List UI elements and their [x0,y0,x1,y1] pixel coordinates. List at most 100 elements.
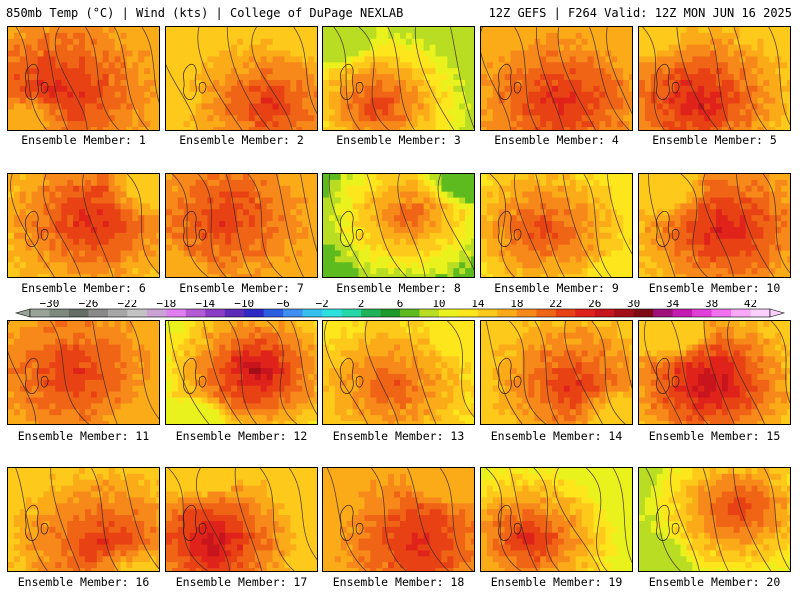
colorbar-tick-label: −18 [156,300,176,310]
colorbar-bin [107,309,128,317]
terrain-outline [340,357,364,395]
height-contours [643,321,790,424]
run-valid-time: 12Z GEFS | F264 Valid: 12Z MON JUN 16 20… [488,6,792,20]
height-contours [645,468,790,571]
temperature-field [166,468,317,571]
ensemble-member-label: Ensemble Member: 16 [17,575,150,589]
colorbar-bin [750,309,771,317]
colorbar-bin [438,309,459,317]
colorbar-bin [477,309,498,317]
terrain-outline [340,210,364,248]
colorbar-bin [419,309,440,317]
colorbar-bin [536,309,557,317]
temperature-field [481,468,632,571]
ensemble-member-10-map [638,173,791,278]
ensemble-member-11-map [7,320,160,425]
temperature-field [166,321,317,424]
temperature-field [481,174,632,277]
ensemble-member-label: Ensemble Member: 11 [17,429,150,443]
colorbar-bin [711,309,732,317]
temperature-field [323,174,474,277]
colorbar-bin [205,309,226,317]
terrain-outline [25,63,49,101]
colorbar-bin [88,309,109,317]
height-contours [641,27,790,130]
temperature-field [323,27,474,130]
colorbar-low-arrow [14,308,31,318]
colorbar-tick-label: −14 [195,300,215,310]
colorbar-tick-label: −30 [40,300,60,310]
height-contours [167,468,317,571]
terrain-outline [498,210,522,248]
colorbar-bin [497,309,518,317]
ensemble-member-label: Ensemble Member: 5 [652,133,777,147]
colorbar-bin [302,309,323,317]
ensemble-member-label: Ensemble Member: 13 [332,429,465,443]
colorbar-bin [653,309,674,317]
temperature-field [166,174,317,277]
colorbar-tick-label: −26 [78,300,98,310]
colorbar-tick-label: 2 [358,300,365,310]
colorbar-bin [341,309,362,317]
ensemble-member-label: Ensemble Member: 12 [175,429,308,443]
colorbar-bin [361,309,381,317]
ensemble-member-16-map [7,467,160,572]
terrain-outline [656,63,680,101]
ensemble-member-label: Ensemble Member: 19 [490,575,623,589]
terrain-outline [656,210,680,248]
height-contours [333,27,474,130]
ensemble-member-label: Ensemble Member: 17 [175,575,308,589]
height-contours [15,468,159,571]
terrain-outline [25,210,49,248]
ensemble-member-label: Ensemble Member: 14 [490,429,623,443]
colorbar-bin [594,309,615,317]
ensemble-member-12-map [165,320,318,425]
colorbar-bin [458,309,479,317]
ensemble-member-label: Ensemble Member: 6 [21,281,146,295]
temperature-field [8,321,159,424]
terrain-outline [656,504,680,542]
temperature-field [8,27,159,130]
terrain-outline [183,63,207,101]
colorbar-bin [672,309,693,317]
temperature-field [481,321,632,424]
ensemble-member-5-map [638,26,791,131]
ensemble-member-label: Ensemble Member: 20 [648,575,781,589]
ensemble-member-17-map [165,467,318,572]
height-contours [481,27,632,130]
height-contours [10,174,159,277]
temperature-colorbar: −30 −26 −22 −18 −14 −10 −6 −2 2 6 10 14 18 22 26 30 34 38… [0,300,800,324]
colorbar-tick-label: 38 [705,300,718,310]
height-contours [485,321,632,424]
temperature-field [323,468,474,571]
colorbar-bin [263,309,284,317]
ensemble-member-2-map [165,26,318,131]
ensemble-member-15-map [638,320,791,425]
terrain-outline [183,357,207,395]
height-contours [326,468,474,571]
ensemble-member-label: Ensemble Member: 8 [336,281,461,295]
colorbar-bin [731,309,751,317]
height-contours [15,27,159,130]
height-contours [328,174,474,277]
colorbar-bin [185,309,206,317]
colorbar-tick-label: 42 [744,300,757,310]
ensemble-member-18-map [322,467,475,572]
colorbar-bin [127,309,148,317]
colorbar-bin [49,309,70,317]
colorbar-bin [575,309,596,317]
terrain-outline [183,504,207,542]
colorbar-bin [633,309,654,317]
ensemble-member-label: Ensemble Member: 15 [648,429,781,443]
height-contours [168,321,317,424]
colorbar-bin [400,309,420,317]
map-title: 850mb Temp (°C) | Wind (kts) | College o… [6,6,404,20]
height-contours [489,174,632,277]
colorbar-tick-label: 30 [627,300,640,310]
ensemble-member-label: Ensemble Member: 2 [179,133,304,147]
temperature-field [639,321,790,424]
ensemble-member-19-map [480,467,633,572]
colorbar-tick-label: −6 [277,300,290,310]
colorbar-bin [244,309,265,317]
ensemble-member-9-map [480,173,633,278]
